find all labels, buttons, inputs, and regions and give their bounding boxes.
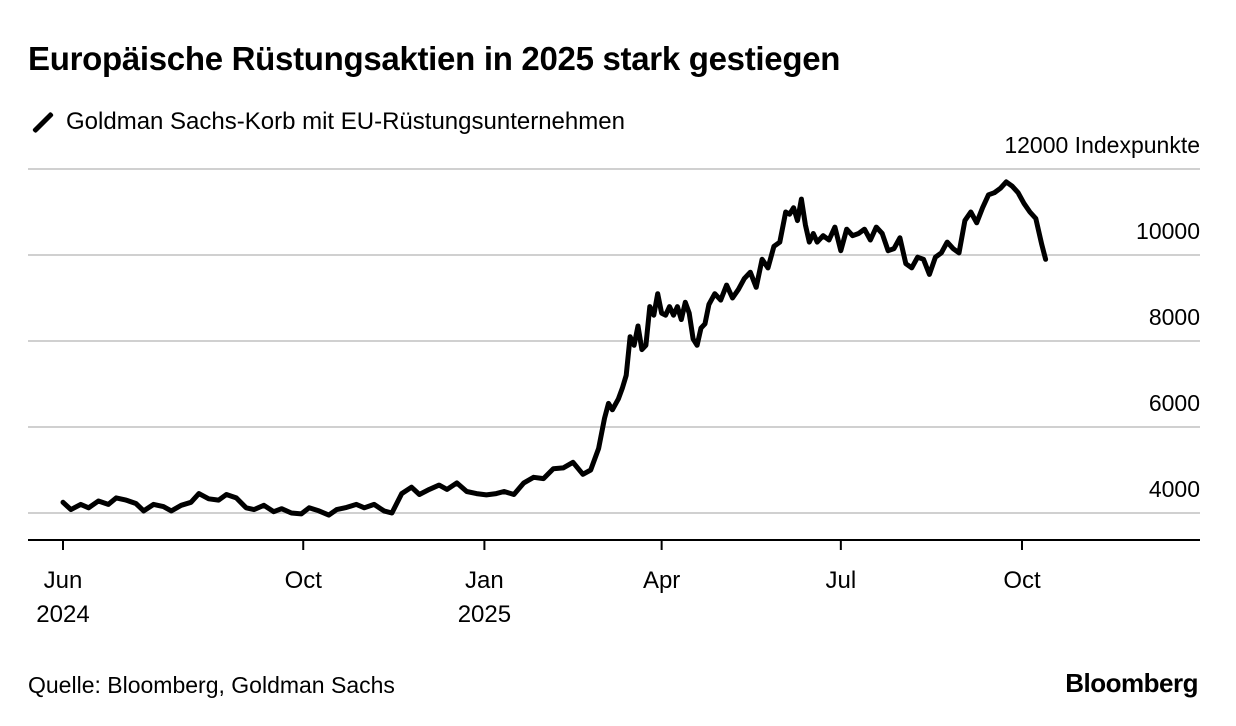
chart-title: Europäische Rüstungsaktien in 2025 stark… — [28, 40, 841, 77]
x-tick-sublabel-0: 2024 — [36, 601, 89, 628]
x-tick-label-1: Oct — [285, 567, 323, 594]
y-tick-label-6000: 6000 — [1149, 390, 1200, 416]
x-tick-label-3: Apr — [643, 567, 680, 594]
y-tick-label-4000: 4000 — [1149, 476, 1200, 502]
y-tick-label-10000: 10000 — [1136, 218, 1200, 244]
source-note: Quelle: Bloomberg, Goldman Sachs — [28, 672, 395, 698]
x-tick-label-5: Oct — [1003, 567, 1041, 594]
legend: Goldman Sachs-Korb mit EU-Rüstungsuntern… — [28, 108, 625, 136]
x-tick-label-2: Jan — [465, 567, 504, 594]
legend-label: Goldman Sachs-Korb mit EU-Rüstungsuntern… — [66, 108, 625, 135]
y-tick-label-8000: 8000 — [1149, 304, 1200, 330]
series-line-0 — [60, 179, 1049, 518]
bloomberg-logo: Bloomberg — [1065, 668, 1198, 698]
x-tick-label-0: Jun — [44, 567, 83, 594]
x-tick-label-4: Jul — [825, 567, 856, 594]
x-tick-sublabel-2: 2025 — [458, 601, 511, 628]
y-tick-label-12000: 12000 Indexpunkte — [1004, 132, 1200, 158]
